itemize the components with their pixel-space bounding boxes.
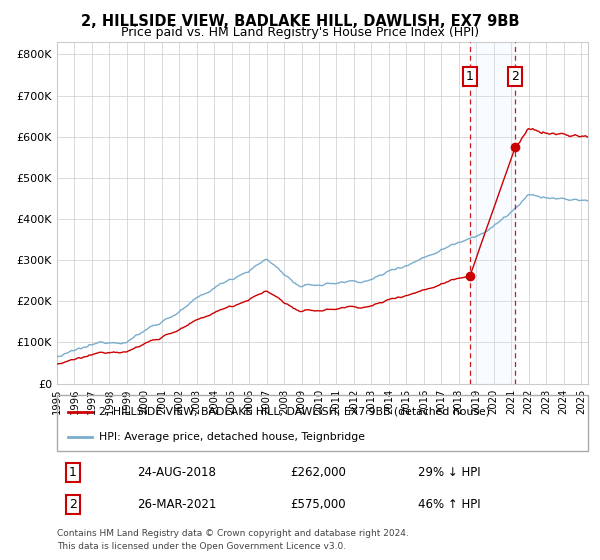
Text: Contains HM Land Registry data © Crown copyright and database right 2024.: Contains HM Land Registry data © Crown c… — [57, 529, 409, 538]
Text: 2, HILLSIDE VIEW, BADLAKE HILL, DAWLISH, EX7 9BB: 2, HILLSIDE VIEW, BADLAKE HILL, DAWLISH,… — [81, 14, 519, 29]
Text: 26-MAR-2021: 26-MAR-2021 — [137, 498, 216, 511]
Text: 24-AUG-2018: 24-AUG-2018 — [137, 466, 215, 479]
Text: 46% ↑ HPI: 46% ↑ HPI — [418, 498, 481, 511]
Text: 1: 1 — [69, 466, 77, 479]
Text: £262,000: £262,000 — [290, 466, 347, 479]
Text: Price paid vs. HM Land Registry's House Price Index (HPI): Price paid vs. HM Land Registry's House … — [121, 26, 479, 39]
Text: 2, HILLSIDE VIEW, BADLAKE HILL, DAWLISH, EX7 9BB (detached house): 2, HILLSIDE VIEW, BADLAKE HILL, DAWLISH,… — [100, 407, 490, 417]
Text: 2: 2 — [511, 69, 519, 83]
Text: HPI: Average price, detached house, Teignbridge: HPI: Average price, detached house, Teig… — [100, 432, 365, 442]
Text: 29% ↓ HPI: 29% ↓ HPI — [418, 466, 481, 479]
Text: 2: 2 — [69, 498, 77, 511]
Text: This data is licensed under the Open Government Licence v3.0.: This data is licensed under the Open Gov… — [57, 542, 346, 550]
Bar — [470, 42, 515, 384]
Text: 1: 1 — [466, 69, 474, 83]
Text: £575,000: £575,000 — [290, 498, 346, 511]
